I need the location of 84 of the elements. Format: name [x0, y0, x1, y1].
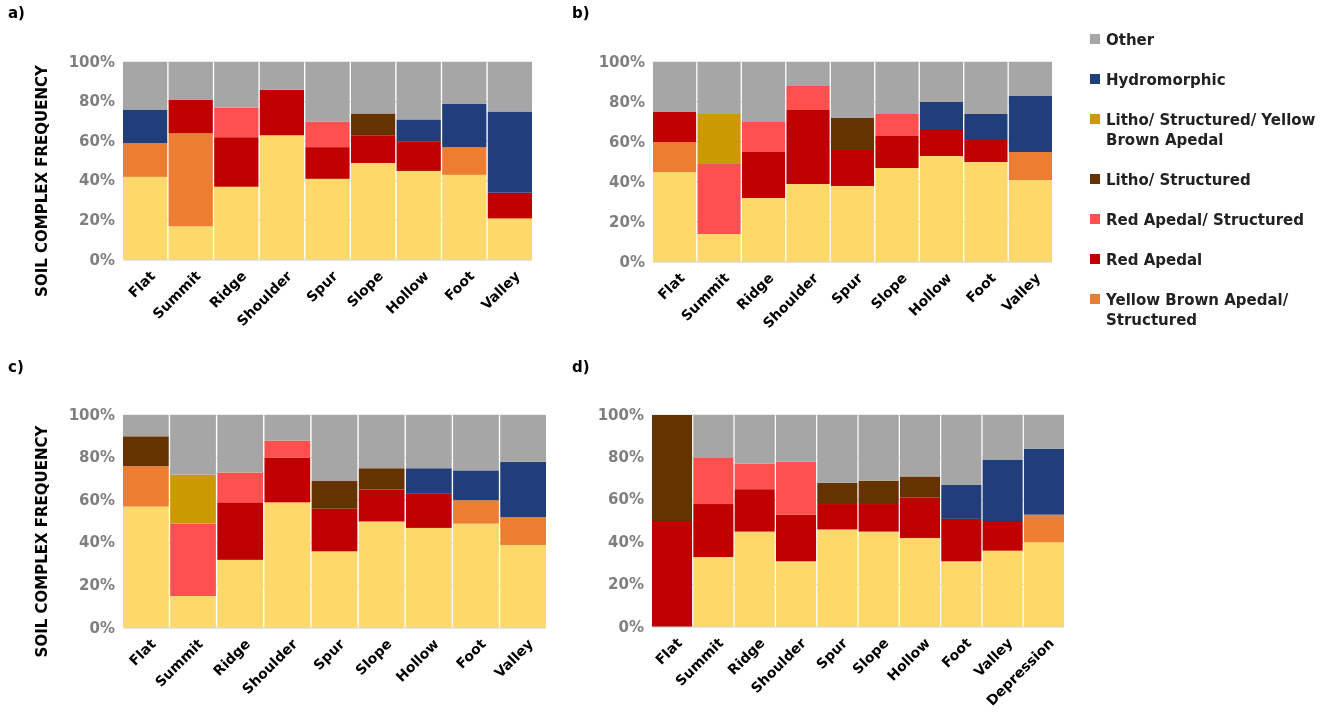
- y-tick-label: 0%: [618, 617, 644, 636]
- legend-label: Other: [1106, 30, 1155, 49]
- bar: [653, 112, 697, 142]
- y-tick-label: 20%: [608, 575, 644, 594]
- y-axis-title: SOIL COMPLEX FREQUENCY: [33, 63, 51, 297]
- y-tick-label: 20%: [79, 210, 115, 229]
- bar: [123, 466, 169, 507]
- bar: [358, 468, 405, 490]
- y-tick-label: 40%: [79, 171, 115, 190]
- bar: [487, 111, 532, 193]
- y-tick-label: 40%: [79, 533, 115, 552]
- bar: [982, 521, 1023, 551]
- chart-title: c): [8, 358, 24, 376]
- bar: [741, 122, 786, 152]
- y-tick-label: 100%: [598, 52, 645, 71]
- y-tick-label: 40%: [608, 532, 644, 551]
- y-tick-label: 80%: [608, 447, 644, 466]
- bar: [170, 474, 216, 524]
- bar: [217, 502, 264, 560]
- bar: [311, 415, 358, 482]
- chart-title: a): [8, 4, 25, 22]
- bar: [693, 457, 734, 505]
- y-tick-label: 20%: [79, 575, 115, 594]
- bar: [170, 523, 216, 597]
- bar: [442, 147, 487, 175]
- bar: [123, 109, 168, 144]
- bar: [264, 440, 311, 458]
- bar: [697, 114, 741, 164]
- y-tick-label: 80%: [79, 448, 115, 467]
- y-tick-label: 80%: [79, 92, 115, 111]
- bar: [311, 481, 358, 509]
- y-tick-label: 100%: [597, 405, 644, 424]
- y-axis-title: SOIL COMPLEX FREQUENCY: [33, 424, 51, 658]
- bar: [396, 141, 441, 171]
- bar: [123, 62, 168, 110]
- y-tick-label: 40%: [609, 172, 645, 191]
- bar: [693, 415, 734, 458]
- y-tick-label: 0%: [619, 252, 645, 271]
- bar: [487, 218, 532, 260]
- y-tick-label: 100%: [68, 405, 115, 424]
- bar: [214, 137, 259, 187]
- bar: [311, 508, 358, 552]
- bar: [123, 143, 168, 177]
- legend-label: Litho/ Structured: [1106, 170, 1251, 189]
- y-tick-label: 60%: [79, 131, 115, 150]
- bar: [786, 86, 830, 110]
- bar: [259, 89, 305, 136]
- bar: [168, 133, 213, 227]
- bar: [311, 551, 358, 628]
- bar: [693, 557, 734, 627]
- y-tick-label: 0%: [89, 250, 115, 269]
- y-tick-label: 0%: [89, 618, 115, 637]
- bar: [123, 436, 169, 467]
- y-tick-label: 100%: [68, 52, 115, 71]
- y-tick-label: 60%: [608, 490, 644, 509]
- legend-label: Yellow Brown Apedal/ Structured: [1105, 290, 1289, 329]
- bar: [123, 176, 168, 260]
- bar: [653, 142, 697, 172]
- bar: [830, 118, 875, 150]
- bar: [1008, 152, 1052, 180]
- chart-title: d): [572, 358, 590, 376]
- legend-label: Hydromorphic: [1106, 70, 1226, 89]
- bar: [264, 457, 311, 503]
- bar: [817, 482, 858, 505]
- legend-label: Red Apedal/ Structured: [1106, 210, 1305, 229]
- bar: [487, 62, 532, 112]
- bar: [875, 114, 919, 136]
- bar: [1023, 514, 1064, 543]
- bar: [350, 113, 396, 136]
- bar: [217, 472, 264, 503]
- chart-title: b): [572, 4, 590, 22]
- bar: [487, 192, 532, 219]
- y-tick-label: 60%: [609, 132, 645, 151]
- y-tick-label: 20%: [609, 212, 645, 231]
- bar: [168, 99, 213, 134]
- bar: [652, 415, 693, 521]
- bar: [941, 484, 982, 519]
- legend-label: Red Apedal: [1106, 250, 1203, 269]
- bar: [305, 121, 350, 148]
- y-tick-label: 60%: [79, 490, 115, 509]
- legend-label: Litho/ Structured/ Yellow Brown Apedal: [1106, 110, 1316, 149]
- y-tick-label: 80%: [609, 92, 645, 111]
- bar: [214, 107, 259, 138]
- bar: [697, 164, 741, 234]
